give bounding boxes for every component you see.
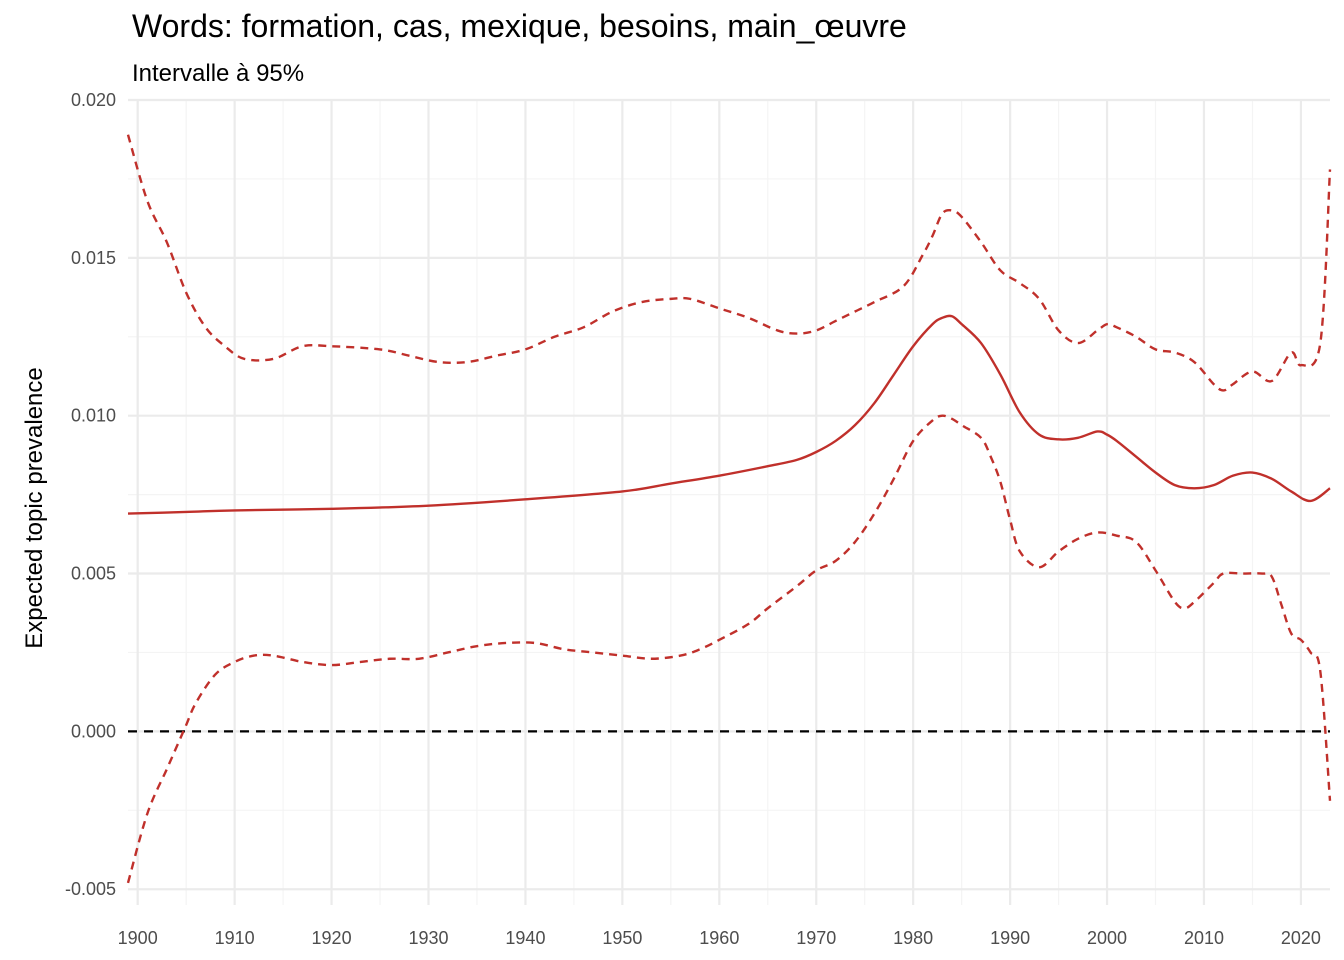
x-axis-ticks: 1900 1910 1920 1930 1940 1950 1960 1970 1980 1990… [118, 928, 1321, 948]
x-tick-label: 1980 [893, 928, 933, 948]
minor-gridlines [128, 100, 1330, 905]
x-tick-label: 1910 [215, 928, 255, 948]
x-tick-label: 1950 [602, 928, 642, 948]
x-tick-label: 1900 [118, 928, 158, 948]
x-tick-label: 1930 [408, 928, 448, 948]
series-layer [126, 134, 1332, 884]
y-tick-label: -0.005 [65, 879, 116, 899]
x-tick-label: 1990 [990, 928, 1030, 948]
y-tick-label: 0.000 [71, 721, 116, 741]
x-tick-label: 1970 [796, 928, 836, 948]
x-tick-label: 1940 [505, 928, 545, 948]
series-line-estimate [127, 314, 1331, 515]
x-tick-label: 2000 [1087, 928, 1127, 948]
major-gridlines [128, 98, 1330, 905]
y-tick-label: 0.010 [71, 406, 116, 426]
x-tick-label: 2020 [1281, 928, 1321, 948]
x-tick-label: 1960 [699, 928, 739, 948]
y-axis-ticks: -0.005 0.000 0.005 0.010 0.015 0.020 [65, 90, 116, 899]
chart-subtitle: Intervalle à 95% [132, 60, 305, 87]
x-tick-label: 1920 [312, 928, 352, 948]
y-tick-label: 0.015 [71, 248, 116, 268]
y-tick-label: 0.005 [71, 564, 116, 584]
x-tick-label: 2010 [1184, 928, 1224, 948]
series-line-upper-95 [126, 134, 1332, 392]
y-axis-title: Expected topic prevalence [21, 367, 48, 649]
series-line-lower-95 [126, 414, 1332, 884]
y-tick-label: 0.020 [71, 90, 116, 110]
chart-title: Words: formation, cas, mexique, besoins,… [132, 8, 907, 44]
